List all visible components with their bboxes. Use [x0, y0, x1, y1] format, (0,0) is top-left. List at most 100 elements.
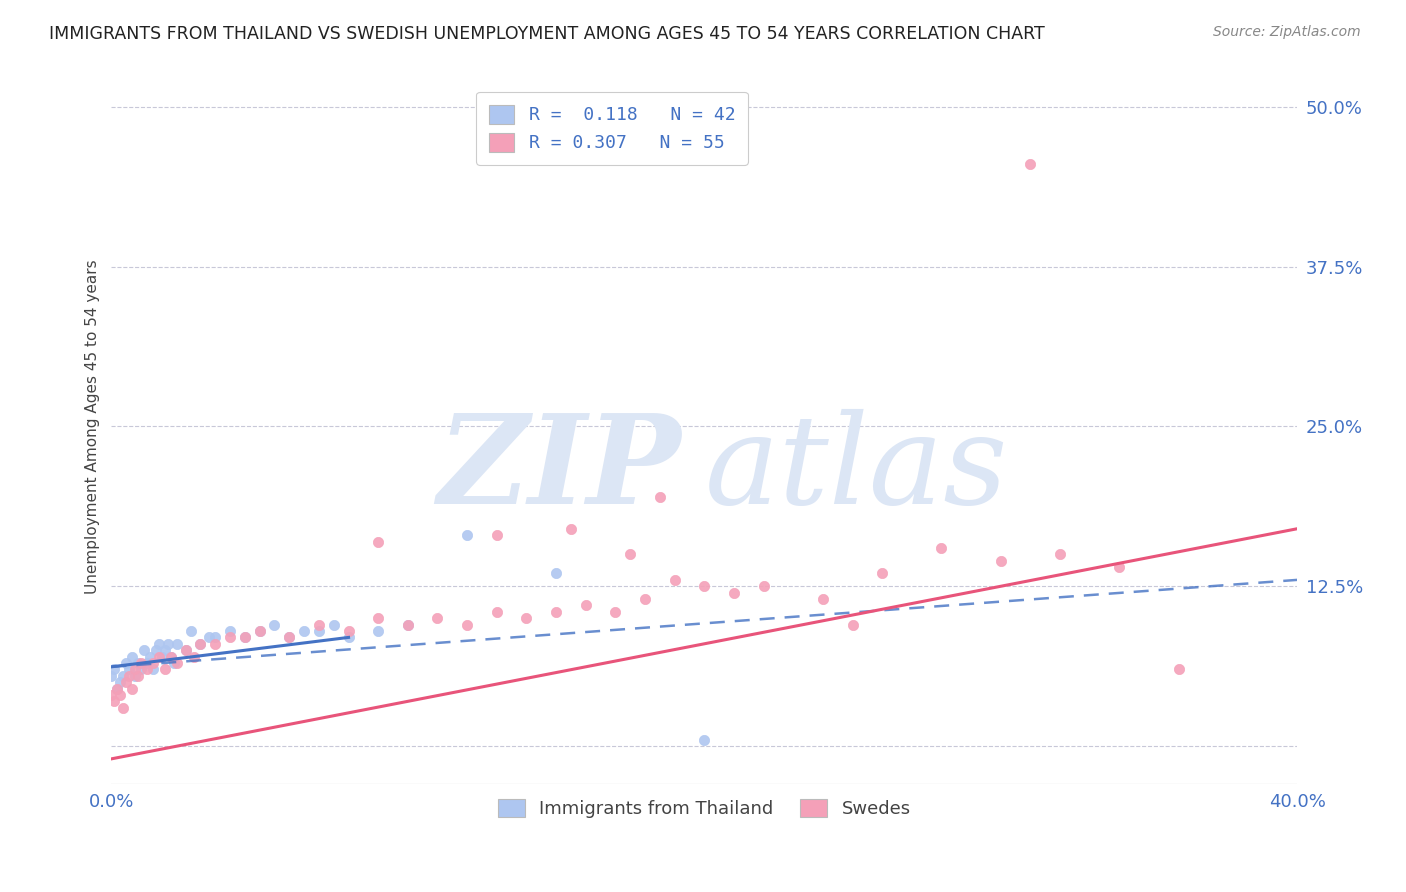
Point: [367, 534, 389, 549]
Point: [198, 631, 221, 645]
Point: [931, 541, 953, 555]
Point: [456, 617, 478, 632]
Point: [204, 631, 226, 645]
Point: [148, 637, 170, 651]
Point: [396, 617, 419, 632]
Point: [723, 585, 745, 599]
Point: [1167, 662, 1189, 676]
Point: [322, 617, 344, 632]
Point: [233, 631, 256, 645]
Point: [249, 624, 271, 638]
Point: [841, 617, 863, 632]
Point: [292, 624, 315, 638]
Point: [544, 605, 567, 619]
Point: [110, 675, 132, 690]
Point: [1019, 157, 1042, 171]
Point: [426, 611, 449, 625]
Point: [544, 566, 567, 581]
Point: [129, 656, 152, 670]
Point: [103, 694, 125, 708]
Point: [139, 649, 162, 664]
Point: [752, 579, 775, 593]
Point: [485, 528, 508, 542]
Point: [112, 669, 135, 683]
Point: [105, 681, 128, 696]
Point: [337, 631, 360, 645]
Point: [115, 656, 138, 670]
Point: [634, 592, 657, 607]
Point: [103, 662, 125, 676]
Point: [367, 624, 389, 638]
Point: [188, 637, 211, 651]
Point: [1108, 560, 1130, 574]
Point: [337, 624, 360, 638]
Point: [121, 649, 143, 664]
Legend: Immigrants from Thailand, Swedes: Immigrants from Thailand, Swedes: [491, 792, 918, 825]
Point: [153, 662, 176, 676]
Point: [121, 681, 143, 696]
Point: [396, 617, 419, 632]
Point: [127, 656, 149, 670]
Point: [118, 669, 141, 683]
Text: IMMIGRANTS FROM THAILAND VS SWEDISH UNEMPLOYMENT AMONG AGES 45 TO 54 YEARS CORRE: IMMIGRANTS FROM THAILAND VS SWEDISH UNEM…: [49, 25, 1045, 43]
Y-axis label: Unemployment Among Ages 45 to 54 years: Unemployment Among Ages 45 to 54 years: [86, 260, 100, 594]
Point: [219, 624, 242, 638]
Point: [664, 573, 686, 587]
Point: [124, 669, 146, 683]
Point: [485, 605, 508, 619]
Point: [163, 656, 186, 670]
Point: [367, 611, 389, 625]
Point: [1049, 547, 1071, 561]
Point: [648, 490, 671, 504]
Point: [124, 662, 146, 676]
Point: [100, 669, 122, 683]
Point: [456, 528, 478, 542]
Point: [575, 599, 598, 613]
Point: [112, 700, 135, 714]
Point: [693, 579, 716, 593]
Point: [159, 649, 181, 664]
Point: [153, 643, 176, 657]
Point: [105, 681, 128, 696]
Point: [188, 637, 211, 651]
Point: [115, 675, 138, 690]
Point: [278, 631, 301, 645]
Point: [990, 554, 1012, 568]
Point: [515, 611, 537, 625]
Point: [159, 649, 181, 664]
Point: [308, 624, 330, 638]
Point: [129, 662, 152, 676]
Point: [136, 662, 159, 676]
Point: [166, 656, 188, 670]
Point: [118, 662, 141, 676]
Text: Source: ZipAtlas.com: Source: ZipAtlas.com: [1213, 25, 1361, 39]
Point: [249, 624, 271, 638]
Text: ZIP: ZIP: [437, 409, 681, 530]
Point: [204, 637, 226, 651]
Point: [870, 566, 893, 581]
Point: [308, 617, 330, 632]
Point: [148, 649, 170, 664]
Point: [142, 656, 165, 670]
Point: [278, 631, 301, 645]
Point: [560, 522, 582, 536]
Point: [183, 649, 205, 664]
Point: [219, 631, 242, 645]
Point: [145, 643, 167, 657]
Point: [110, 688, 132, 702]
Point: [605, 605, 627, 619]
Point: [132, 643, 155, 657]
Text: atlas: atlas: [704, 409, 1008, 530]
Point: [100, 688, 122, 702]
Point: [150, 649, 173, 664]
Point: [136, 656, 159, 670]
Point: [166, 637, 188, 651]
Point: [233, 631, 256, 645]
Point: [619, 547, 641, 561]
Point: [180, 624, 202, 638]
Point: [156, 637, 179, 651]
Point: [263, 617, 285, 632]
Point: [693, 732, 716, 747]
Point: [127, 669, 149, 683]
Point: [142, 662, 165, 676]
